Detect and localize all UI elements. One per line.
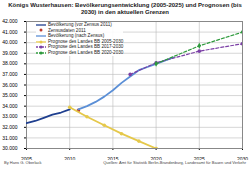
svg-text:31.000: 31.000 bbox=[2, 135, 18, 141]
svg-text:36.000: 36.000 bbox=[2, 82, 18, 88]
svg-text:40.000: 40.000 bbox=[2, 39, 18, 45]
html-text:Prognose des Landes BB 2005-20: Prognose des Landes BB 2005-2030 bbox=[48, 38, 124, 44]
svg-text:33.000: 33.000 bbox=[2, 113, 18, 119]
svg-text:38.000: 38.000 bbox=[2, 60, 18, 66]
html-text:Zensusdaten 2011: Zensusdaten 2011 bbox=[48, 27, 86, 33]
html-text:Bevölkerung (nach Zensus): Bevölkerung (nach Zensus) bbox=[48, 33, 105, 39]
html-text:Bevölkerung (vor Zensus 2011): Bevölkerung (vor Zensus 2011) bbox=[48, 22, 112, 27]
svg-text:39.000: 39.000 bbox=[2, 50, 18, 56]
html-text:Königs Wusterhausen: Bevölkeru: Königs Wusterhausen: Bevölkerungsentwick… bbox=[8, 2, 242, 15]
svg-text:2010: 2010 bbox=[64, 156, 75, 160]
html-text:Quellen: Amt für Statistik Ber: Quellen: Amt für Statistik Berlin-Brande… bbox=[103, 160, 246, 165]
html-text:Prognose des Landes BB 2020-20: Prognose des Landes BB 2020-2030 bbox=[48, 50, 124, 55]
svg-text:2005: 2005 bbox=[21, 156, 32, 160]
svg-text:37.000: 37.000 bbox=[2, 71, 18, 77]
svg-text:2020: 2020 bbox=[151, 156, 162, 160]
svg-text:30.000: 30.000 bbox=[2, 145, 18, 151]
svg-text:42.000: 42.000 bbox=[2, 18, 18, 24]
svg-text:34.000: 34.000 bbox=[2, 103, 18, 109]
svg-text:41.000: 41.000 bbox=[2, 29, 18, 35]
svg-text:2025: 2025 bbox=[194, 156, 205, 160]
svg-text:35.000: 35.000 bbox=[2, 92, 18, 98]
html-text:By Hans G. Oberlack: By Hans G. Oberlack bbox=[4, 160, 42, 165]
html-text:Prognose des Landes BB 2017-20: Prognose des Landes BB 2017-2030 bbox=[48, 44, 124, 50]
svg-text:2030: 2030 bbox=[237, 156, 248, 160]
svg-text:32.000: 32.000 bbox=[2, 124, 18, 130]
svg-text:2015: 2015 bbox=[107, 156, 118, 160]
